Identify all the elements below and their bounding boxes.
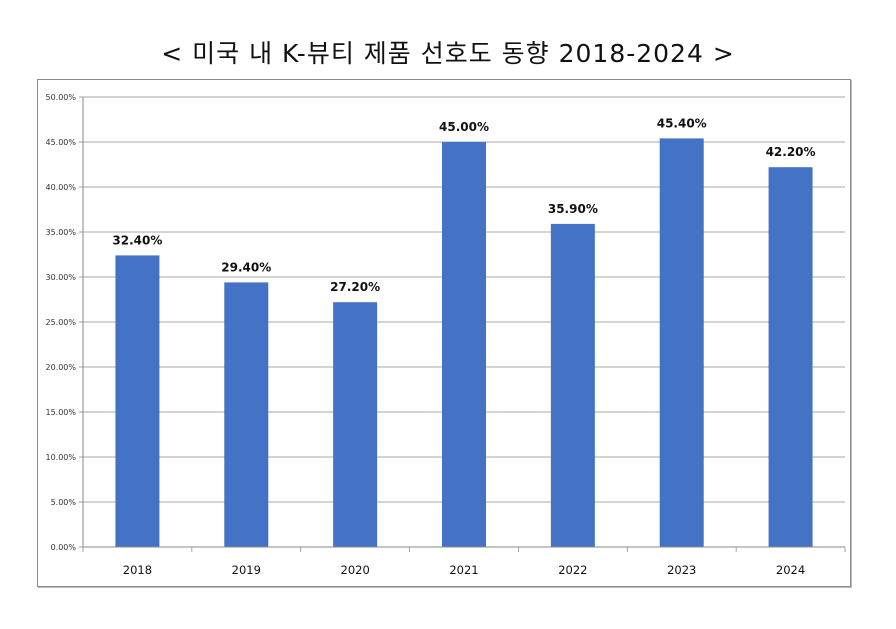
x-tick-label: 2024 — [776, 563, 805, 577]
y-tick-label: 35.00% — [45, 228, 76, 237]
y-tick-label: 40.00% — [45, 183, 76, 192]
data-label: 29.40% — [221, 260, 271, 274]
y-tick-label: 0.00% — [51, 543, 77, 552]
x-tick-label: 2023 — [667, 563, 696, 577]
x-tick-label: 2018 — [123, 563, 152, 577]
y-tick-label: 50.00% — [45, 93, 76, 102]
bars — [115, 138, 813, 547]
x-tick-label: 2022 — [558, 563, 587, 577]
data-labels: 32.40% 29.40% 27.20% 45.00% 35.90% 45.40% 42.2… — [112, 116, 815, 294]
data-label: 42.20% — [766, 145, 816, 159]
data-label: 32.40% — [112, 233, 162, 247]
data-label: 27.20% — [330, 280, 380, 294]
y-tick-label: 20.00% — [45, 363, 76, 372]
data-label: 45.00% — [439, 120, 489, 134]
y-tick-label: 25.00% — [45, 318, 76, 327]
bar — [659, 138, 704, 547]
bar — [768, 167, 813, 547]
x-tick-label: 2020 — [341, 563, 370, 577]
x-axis-ticks: 2018 2019 2020 2021 2022 2023 2024 — [82, 547, 846, 577]
bar — [550, 223, 595, 547]
y-tick-label: 15.00% — [45, 408, 76, 417]
axes — [82, 97, 845, 548]
data-label: 45.40% — [657, 116, 707, 130]
chart-title: < 미국 내 K-뷰티 제품 선호도 동향 2018-2024 > — [161, 39, 735, 68]
x-tick-label: 2021 — [449, 563, 478, 577]
y-tick-label: 10.00% — [45, 453, 76, 462]
bar — [115, 255, 160, 547]
bar — [442, 142, 486, 547]
y-tick-label: 45.00% — [45, 138, 76, 147]
y-tick-label: 30.00% — [45, 273, 76, 282]
bar — [333, 302, 378, 547]
y-tick-label: 5.00% — [51, 498, 77, 507]
x-tick-label: 2019 — [232, 563, 261, 577]
bar — [224, 282, 269, 547]
y-axis-ticks: 0.00% 5.00% 10.00% 15.00% 20.00% 25.00% 30.00%… — [45, 93, 83, 552]
data-label: 35.90% — [548, 202, 598, 216]
